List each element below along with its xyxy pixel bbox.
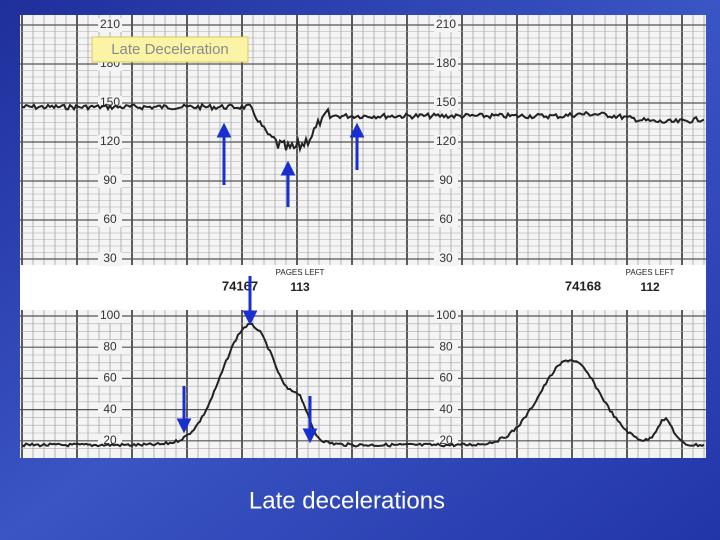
arrow-head bbox=[242, 310, 258, 326]
uc-scale-label: 80 bbox=[439, 339, 453, 353]
fhr-scale-label: 150 bbox=[436, 95, 456, 109]
arrow-head bbox=[216, 122, 232, 138]
fhr-scale-label: 120 bbox=[100, 134, 120, 148]
uc-scale-label: 100 bbox=[436, 308, 456, 322]
arrows bbox=[176, 122, 365, 444]
arrow-head bbox=[349, 122, 365, 138]
fhr-trace bbox=[21, 102, 705, 154]
label-bg bbox=[434, 213, 458, 227]
fhr-scale-label: 30 bbox=[103, 251, 117, 265]
page-number: 74167 bbox=[222, 278, 258, 293]
uc-scale-label: 20 bbox=[439, 433, 453, 447]
pages-left-count: 112 bbox=[640, 280, 660, 294]
label-bg bbox=[434, 57, 458, 71]
uc-scale-label: 100 bbox=[100, 308, 120, 322]
fhr-scale-label: 60 bbox=[439, 212, 453, 226]
label-box bbox=[91, 36, 249, 63]
fhr-scale-label: 30 bbox=[439, 251, 453, 265]
uc-scale-label: 60 bbox=[103, 371, 117, 385]
page-number: 74168 bbox=[565, 278, 601, 293]
label-bg bbox=[98, 213, 122, 227]
uc-trace bbox=[21, 322, 705, 448]
uc-scale-label: 40 bbox=[103, 402, 117, 416]
fhr-scale-label: 90 bbox=[103, 173, 117, 187]
label-bg bbox=[98, 252, 122, 266]
label-bg bbox=[434, 174, 458, 188]
label-bg bbox=[434, 135, 458, 149]
fhr-scale-label: 120 bbox=[436, 134, 456, 148]
label-bg bbox=[98, 174, 122, 188]
label-bg bbox=[434, 340, 458, 355]
uc-scale-label: 40 bbox=[439, 402, 453, 416]
label-bg bbox=[98, 340, 122, 355]
arrow-head bbox=[176, 418, 192, 434]
label-bg bbox=[434, 18, 458, 32]
strip-band bbox=[20, 265, 706, 310]
label-bg bbox=[434, 402, 458, 417]
pages-left-label: PAGES LEFT bbox=[626, 268, 675, 277]
fhr-scale-label: 90 bbox=[439, 173, 453, 187]
label-bg bbox=[98, 402, 122, 417]
arrow-head bbox=[302, 428, 318, 444]
label-bg bbox=[98, 18, 122, 32]
caption: Late decelerations bbox=[249, 487, 445, 514]
label-bg bbox=[98, 371, 122, 386]
strip-label: Late Deceleration bbox=[111, 41, 229, 58]
strip-labels: 2101801501209060301008060402021018015012… bbox=[98, 17, 674, 448]
arrow-head bbox=[280, 160, 296, 176]
label-bg bbox=[434, 371, 458, 386]
fhr-scale-label: 180 bbox=[436, 56, 456, 70]
label-bg bbox=[434, 252, 458, 266]
uc-scale-label: 60 bbox=[439, 371, 453, 385]
label-bg bbox=[434, 96, 458, 110]
fhr-scale-label: 210 bbox=[100, 17, 120, 31]
label-bg bbox=[434, 309, 458, 323]
uc-scale-label: 80 bbox=[103, 339, 117, 353]
pages-left-label: PAGES LEFT bbox=[276, 268, 325, 277]
label-bg bbox=[98, 135, 122, 149]
uc-scale-label: 20 bbox=[103, 433, 117, 447]
fhr-scale-label: 60 bbox=[103, 212, 117, 226]
fhr-scale-label: 210 bbox=[436, 17, 456, 31]
label-bg bbox=[98, 309, 122, 323]
pages-left-count: 113 bbox=[290, 280, 310, 294]
